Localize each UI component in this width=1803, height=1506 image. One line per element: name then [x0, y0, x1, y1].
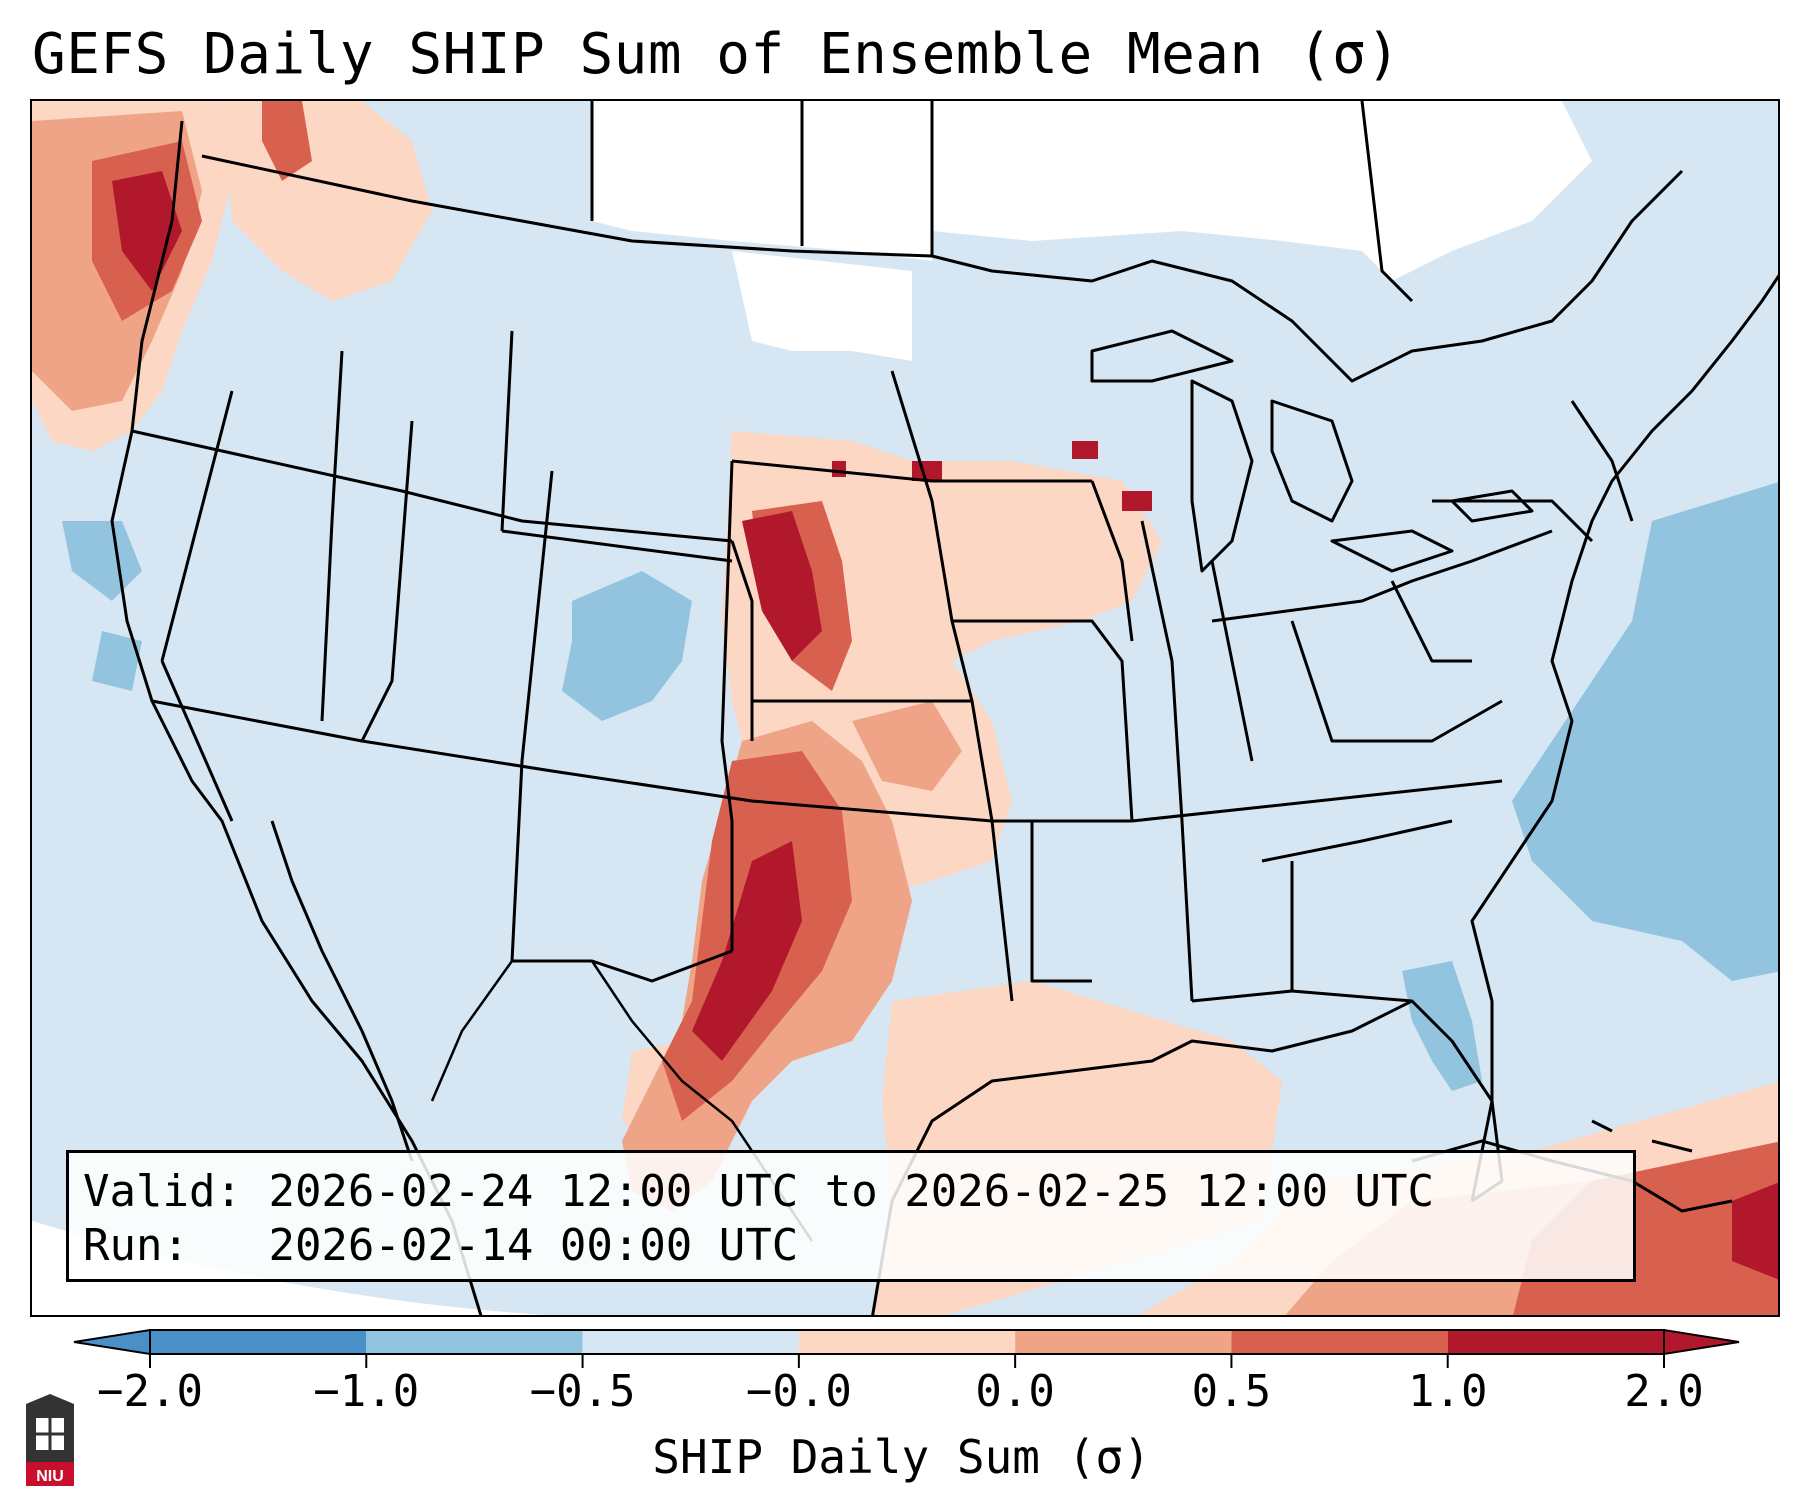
field-strong-positive-areas: [112, 171, 1778, 1280]
valid-value: 2026-02-24 12:00 UTC to 2026-02-25 12:00…: [268, 1166, 1435, 1217]
colorbar-segment: [798, 1330, 1016, 1354]
colorbar-segments: [149, 1329, 1665, 1355]
colorbar-tick-label: 1.0: [1407, 1366, 1488, 1417]
colorbar-tick-label: −0.0: [745, 1366, 852, 1417]
colorbar-tick-label: 2.0: [1624, 1366, 1704, 1417]
colorbar-tick-label: 0.5: [1191, 1366, 1272, 1417]
colorbar-ticks: [149, 1354, 1665, 1368]
map-title: GEFS Daily SHIP Sum of Ensemble Mean (σ): [32, 22, 1401, 87]
field-neutral-areas: [32, 101, 1592, 1315]
colorbar-tick-label: −1.0: [313, 1366, 420, 1417]
colorbar-extend-high: [1663, 1328, 1740, 1356]
colorbar: [73, 1328, 1740, 1368]
colorbar-extend-low: [73, 1328, 151, 1356]
colorbar-segment: [582, 1330, 799, 1354]
colorbar-tick-label: −0.5: [529, 1366, 636, 1417]
niu-logo: NIU: [26, 1394, 74, 1486]
colorbar-segment: [1447, 1330, 1664, 1354]
colorbar-segment: [366, 1330, 583, 1354]
colorbar-tick-label: −2.0: [97, 1366, 203, 1417]
colorbar-tick-label: 0.0: [975, 1366, 1055, 1417]
valid-time-box: Valid: 2026-02-24 12:00 UTC to 2026-02-2…: [66, 1150, 1636, 1282]
colorbar-segment: [1015, 1330, 1232, 1354]
colorbar-label: SHIP Daily Sum (σ): [652, 1430, 1151, 1484]
boundary-lines: [110, 101, 1778, 1315]
run-label: Run:: [83, 1220, 189, 1271]
valid-label: Valid:: [83, 1166, 242, 1217]
map-canvas: [32, 101, 1778, 1315]
map-panel[interactable]: [30, 99, 1780, 1317]
colorbar-segment: [1231, 1330, 1448, 1354]
colorbar-segment: [150, 1330, 367, 1354]
run-value: 2026-02-14 00:00 UTC: [268, 1220, 799, 1271]
logo-text: NIU: [36, 1468, 64, 1485]
